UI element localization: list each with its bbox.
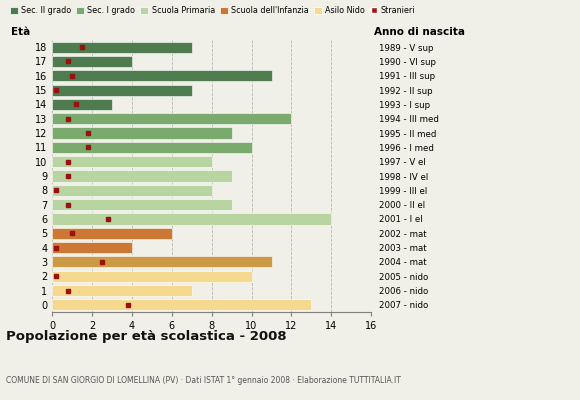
Bar <box>52 42 192 53</box>
Legend: Sec. II grado, Sec. I grado, Scuola Primaria, Scuola dell'Infanzia, Asilo Nido, : Sec. II grado, Sec. I grado, Scuola Prim… <box>10 6 415 15</box>
Bar <box>52 271 252 282</box>
Bar <box>52 242 132 253</box>
Text: COMUNE DI SAN GIORGIO DI LOMELLINA (PV) · Dati ISTAT 1° gennaio 2008 · Elaborazi: COMUNE DI SAN GIORGIO DI LOMELLINA (PV) … <box>6 376 401 385</box>
Bar <box>52 156 212 167</box>
Text: Popolazione per età scolastica - 2008: Popolazione per età scolastica - 2008 <box>6 330 287 343</box>
Bar <box>52 299 311 310</box>
Bar <box>52 56 132 67</box>
Bar <box>52 228 172 239</box>
Text: Età: Età <box>10 27 30 37</box>
Text: Anno di nascita: Anno di nascita <box>374 27 465 37</box>
Bar <box>52 142 252 153</box>
Bar <box>52 128 231 139</box>
Bar <box>52 256 271 268</box>
Bar <box>52 213 331 224</box>
Bar <box>52 170 231 182</box>
Bar <box>52 70 271 81</box>
Bar <box>52 285 192 296</box>
Bar <box>52 199 231 210</box>
Bar <box>52 113 291 124</box>
Bar <box>52 185 212 196</box>
Bar <box>52 84 192 96</box>
Bar <box>52 99 112 110</box>
